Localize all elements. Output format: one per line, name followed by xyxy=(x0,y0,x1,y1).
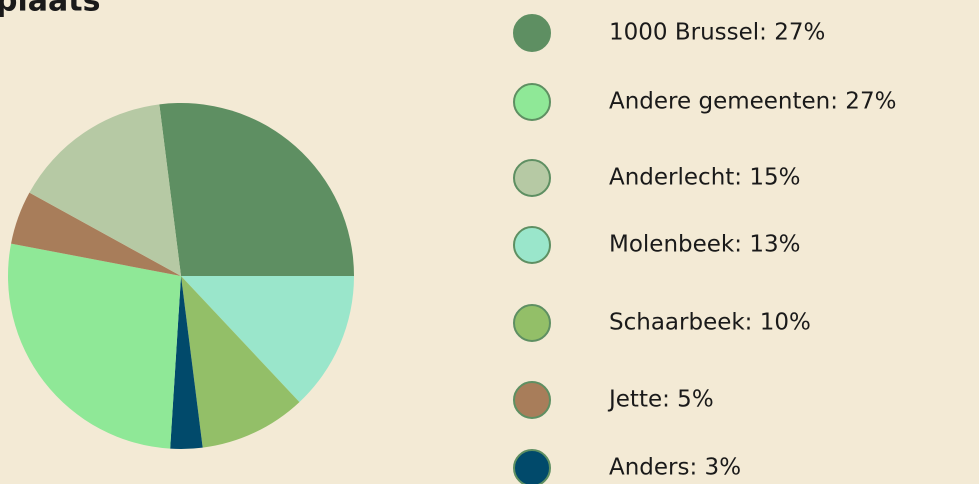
legend-swatch xyxy=(513,381,551,419)
legend-swatch xyxy=(513,159,551,197)
legend-label: Anderlecht: 15% xyxy=(609,165,800,191)
legend-label: 1000 Brussel: 27% xyxy=(609,20,825,46)
legend-swatch xyxy=(513,226,551,264)
legend-label: Anders: 3% xyxy=(609,455,741,481)
pie-slice xyxy=(181,276,300,448)
legend-label: Andere gemeenten: 27% xyxy=(609,89,896,115)
pie-slice xyxy=(29,104,182,276)
pie-slice xyxy=(159,102,354,276)
chart-title: plaats xyxy=(0,0,100,19)
legend-swatch xyxy=(513,449,551,484)
legend-swatch xyxy=(513,304,551,342)
pie-slice xyxy=(11,192,182,276)
pie-slice xyxy=(181,276,354,403)
legend-label: Molenbeek: 13% xyxy=(609,232,800,258)
legend-swatch xyxy=(513,83,551,121)
pie-slice xyxy=(8,243,181,449)
legend-label: Jette: 5% xyxy=(607,387,714,413)
legend-swatch xyxy=(513,14,551,52)
legend-label: Schaarbeek: 10% xyxy=(609,310,811,336)
pie-slice xyxy=(170,276,203,449)
